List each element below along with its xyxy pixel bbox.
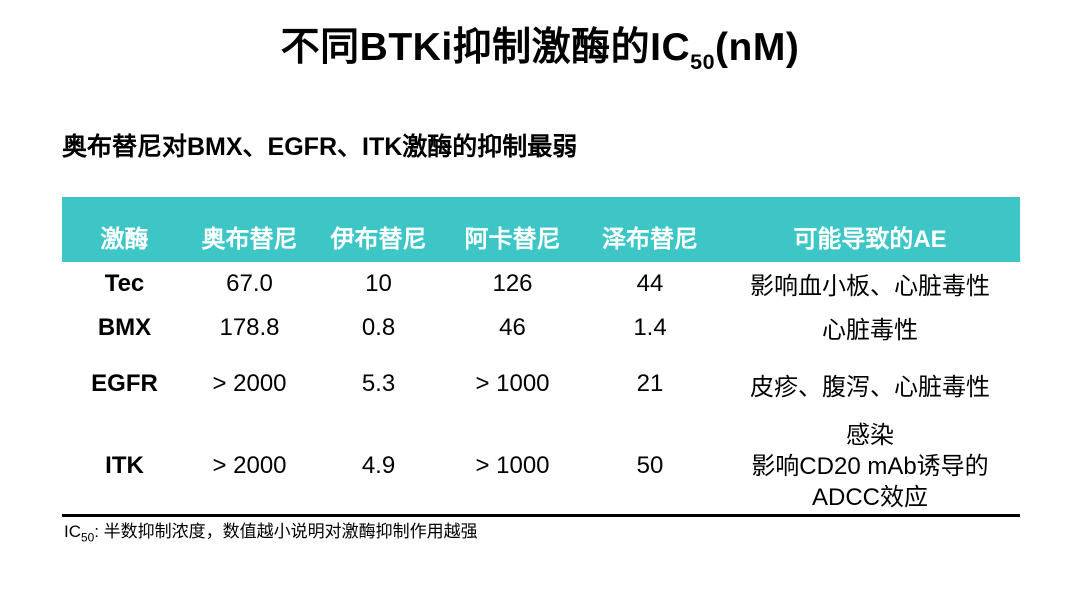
column-header-zanubrutinib: 泽布替尼: [580, 197, 720, 262]
column-header-kinase: 激酶: [62, 197, 187, 262]
ae-line: 影响CD20 mAb诱导的: [751, 452, 989, 480]
footnote-ic: IC: [64, 522, 81, 541]
footnote-subscript: 50: [81, 530, 95, 545]
value-cell: 67.0: [226, 269, 273, 297]
kinase-cell: EGFR: [91, 370, 158, 397]
title-unit: (nM): [715, 26, 800, 69]
kinase-cell: ITK: [62, 418, 187, 517]
table-row-itk: ITK > 2000 4.9 > 1000 50 感染 影响CD20 mAb诱导…: [62, 418, 1020, 517]
value-cell: 44: [636, 269, 664, 297]
kinase-cell: BMX: [97, 313, 152, 341]
value-cell: 21: [636, 370, 664, 397]
value-cell: 46: [499, 313, 526, 341]
value-cell: 1.4: [633, 313, 667, 341]
table-header-row: 激酶 奥布替尼 伊布替尼 阿卡替尼 泽布替尼 可能导致的AE: [62, 197, 1020, 262]
value-cell: 50: [580, 418, 720, 517]
table-row-bmx: BMX 178.8 0.8 46 1.4 心脏毒性: [62, 305, 1020, 350]
value-cell: > 2000: [187, 418, 312, 517]
slide-subtitle: 奥布替尼对BMX、EGFR、ITK激酶的抑制最弱: [62, 133, 578, 161]
slide-title: 不同BTKi抑制激酶的IC50(nM): [0, 16, 1080, 74]
value-cell: > 2000: [212, 370, 287, 397]
ae-cell: 心脏毒性: [822, 317, 918, 344]
column-header-orelabrutinib: 奥布替尼: [187, 197, 312, 262]
column-header-acalabrutinib: 阿卡替尼: [445, 197, 580, 262]
table-row-tec: Tec 67.0 10 126 44 影响血小板、心脏毒性: [62, 262, 1020, 305]
title-text: 不同BTKi抑制激酶的IC: [280, 26, 691, 69]
value-cell: 10: [365, 269, 392, 297]
ae-line: 感染: [846, 421, 894, 449]
value-cell: 126: [492, 269, 533, 297]
ae-cell: 皮疹、腹泻、心脏毒性: [750, 373, 990, 401]
value-cell: 5.3: [361, 370, 396, 397]
value-cell: > 1000: [445, 418, 580, 517]
footnote: IC50: 半数抑制浓度，数值越小说明对激酶抑制作用越强: [64, 517, 478, 545]
value-cell: 4.9: [312, 418, 445, 517]
ae-line: ADCC效应: [811, 483, 928, 511]
footnote-text: : 半数抑制浓度，数值越小说明对激酶抑制作用越强: [94, 522, 478, 541]
column-header-ibrutinib: 伊布替尼: [312, 197, 445, 262]
table-row-egfr: EGFR > 2000 5.3 > 1000 21 皮疹、腹泻、心脏毒性: [62, 350, 1020, 418]
value-cell: > 1000: [475, 370, 550, 397]
value-cell: 178.8: [219, 313, 280, 341]
ae-cell: 感染 影响CD20 mAb诱导的 ADCC效应: [720, 418, 1020, 517]
kinase-cell: Tec: [104, 269, 145, 297]
title-subscript: 50: [690, 49, 716, 74]
value-cell: 0.8: [361, 313, 396, 341]
ic50-table: 激酶 奥布替尼 伊布替尼 阿卡替尼 泽布替尼 可能导致的AE Tec 67.0 …: [62, 197, 1020, 517]
ae-cell: 影响血小板、心脏毒性: [750, 273, 990, 300]
column-header-possible-ae: 可能导致的AE: [720, 197, 1020, 262]
